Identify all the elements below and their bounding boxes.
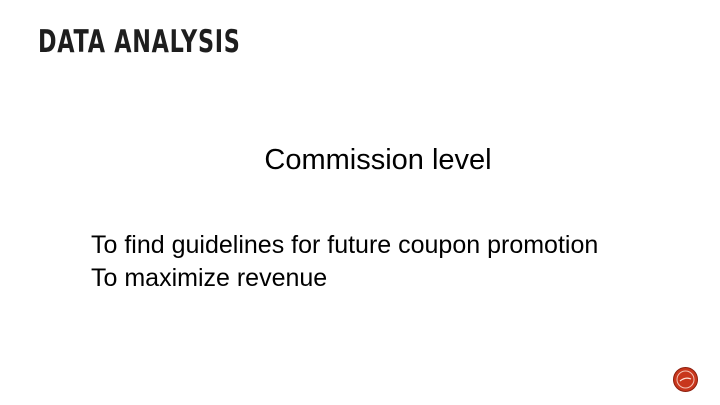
goals-list: To find guidelines for future coupon pro…	[91, 229, 598, 295]
next-slide-icon	[673, 367, 698, 392]
slide-title: DATA ANALYSIS	[38, 24, 241, 60]
next-slide-button[interactable]	[673, 367, 698, 392]
goal-item: To find guidelines for future coupon pro…	[91, 231, 599, 259]
goal-item: To maximize revenue	[91, 264, 328, 292]
slide-subtitle: Commission level	[264, 144, 492, 176]
